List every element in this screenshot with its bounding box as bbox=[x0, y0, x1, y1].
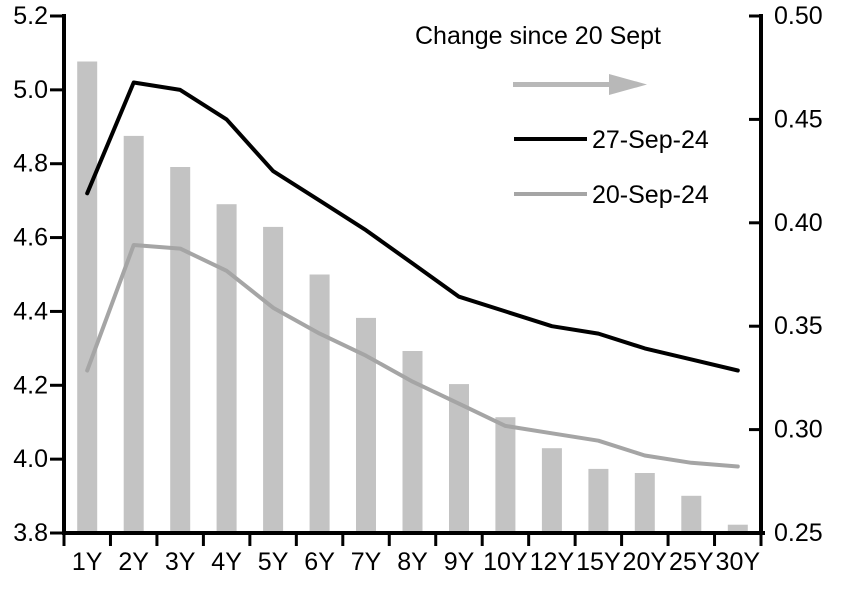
bar-7Y bbox=[356, 317, 376, 533]
bar-2Y bbox=[123, 135, 144, 533]
bar-20Y bbox=[634, 473, 655, 533]
left-axis-tick-label: 4.6 bbox=[13, 224, 48, 252]
bar-6Y bbox=[309, 274, 330, 533]
x-axis-label-7Y: 7Y bbox=[351, 548, 382, 576]
x-axis-label-9Y: 9Y bbox=[444, 548, 475, 576]
left-axis-tick-label: 4.8 bbox=[13, 150, 48, 178]
bar-1Y bbox=[77, 61, 98, 533]
left-axis-tick-label: 4.2 bbox=[13, 371, 48, 399]
x-axis-label-12Y: 12Y bbox=[530, 548, 575, 576]
right-axis-tick-label: 0.40 bbox=[774, 209, 823, 237]
x-axis-label-4Y: 4Y bbox=[211, 548, 242, 576]
left-axis-tick-label: 4.0 bbox=[13, 445, 48, 473]
legend-line-sample-27-sep bbox=[514, 137, 587, 141]
x-axis-label-30Y: 30Y bbox=[716, 548, 761, 576]
right-axis-tick-label: 0.50 bbox=[774, 2, 823, 30]
x-axis-label-3Y: 3Y bbox=[165, 548, 196, 576]
legend-label-27-sep-24: 27-Sep-24 bbox=[592, 126, 709, 154]
line-20-sep-24 bbox=[85, 243, 740, 469]
bar-4Y bbox=[216, 204, 237, 533]
x-axis-label-5Y: 5Y bbox=[258, 548, 289, 576]
bar-15Y bbox=[588, 468, 609, 533]
legend-label-20-sep-24: 20-Sep-24 bbox=[592, 181, 709, 209]
bar-25Y bbox=[681, 495, 702, 533]
bar-3Y bbox=[170, 167, 191, 533]
bar-9Y bbox=[449, 384, 469, 533]
bar-5Y bbox=[263, 226, 284, 533]
x-axis-label-1Y: 1Y bbox=[72, 548, 103, 576]
arrow-head bbox=[609, 74, 647, 95]
change-arrow-icon bbox=[513, 74, 647, 95]
bar-10Y bbox=[495, 417, 516, 533]
x-axis-label-8Y: 8Y bbox=[397, 548, 428, 576]
x-axis-label-15Y: 15Y bbox=[576, 548, 621, 576]
right-axis-tick-label: 0.35 bbox=[774, 312, 823, 340]
x-axis-label-20Y: 20Y bbox=[623, 548, 668, 576]
left-axis-tick-label: 5.0 bbox=[13, 76, 48, 104]
legend-title-change-since-20-sept: Change since 20 Sept bbox=[414, 22, 661, 50]
x-axis-label-10Y: 10Y bbox=[483, 548, 528, 576]
left-axis-tick-label: 4.4 bbox=[13, 297, 48, 325]
left-axis-tick-label: 3.8 bbox=[13, 519, 48, 547]
legend-line-sample-20-sep bbox=[514, 192, 587, 196]
bar-12Y bbox=[541, 448, 562, 533]
left-axis-tick-label: 5.2 bbox=[13, 2, 48, 30]
right-axis-tick-label: 0.30 bbox=[774, 416, 823, 444]
arrow-shaft bbox=[513, 82, 611, 87]
x-axis-label-2Y: 2Y bbox=[118, 548, 149, 576]
line-27-sep-24 bbox=[85, 80, 740, 373]
x-axis-label-25Y: 25Y bbox=[669, 548, 714, 576]
right-axis-tick-label: 0.45 bbox=[774, 105, 823, 133]
right-axis-tick-label: 0.25 bbox=[774, 519, 823, 547]
x-axis-label-6Y: 6Y bbox=[304, 548, 335, 576]
bar-30Y bbox=[727, 524, 748, 533]
bar-8Y bbox=[402, 351, 423, 533]
